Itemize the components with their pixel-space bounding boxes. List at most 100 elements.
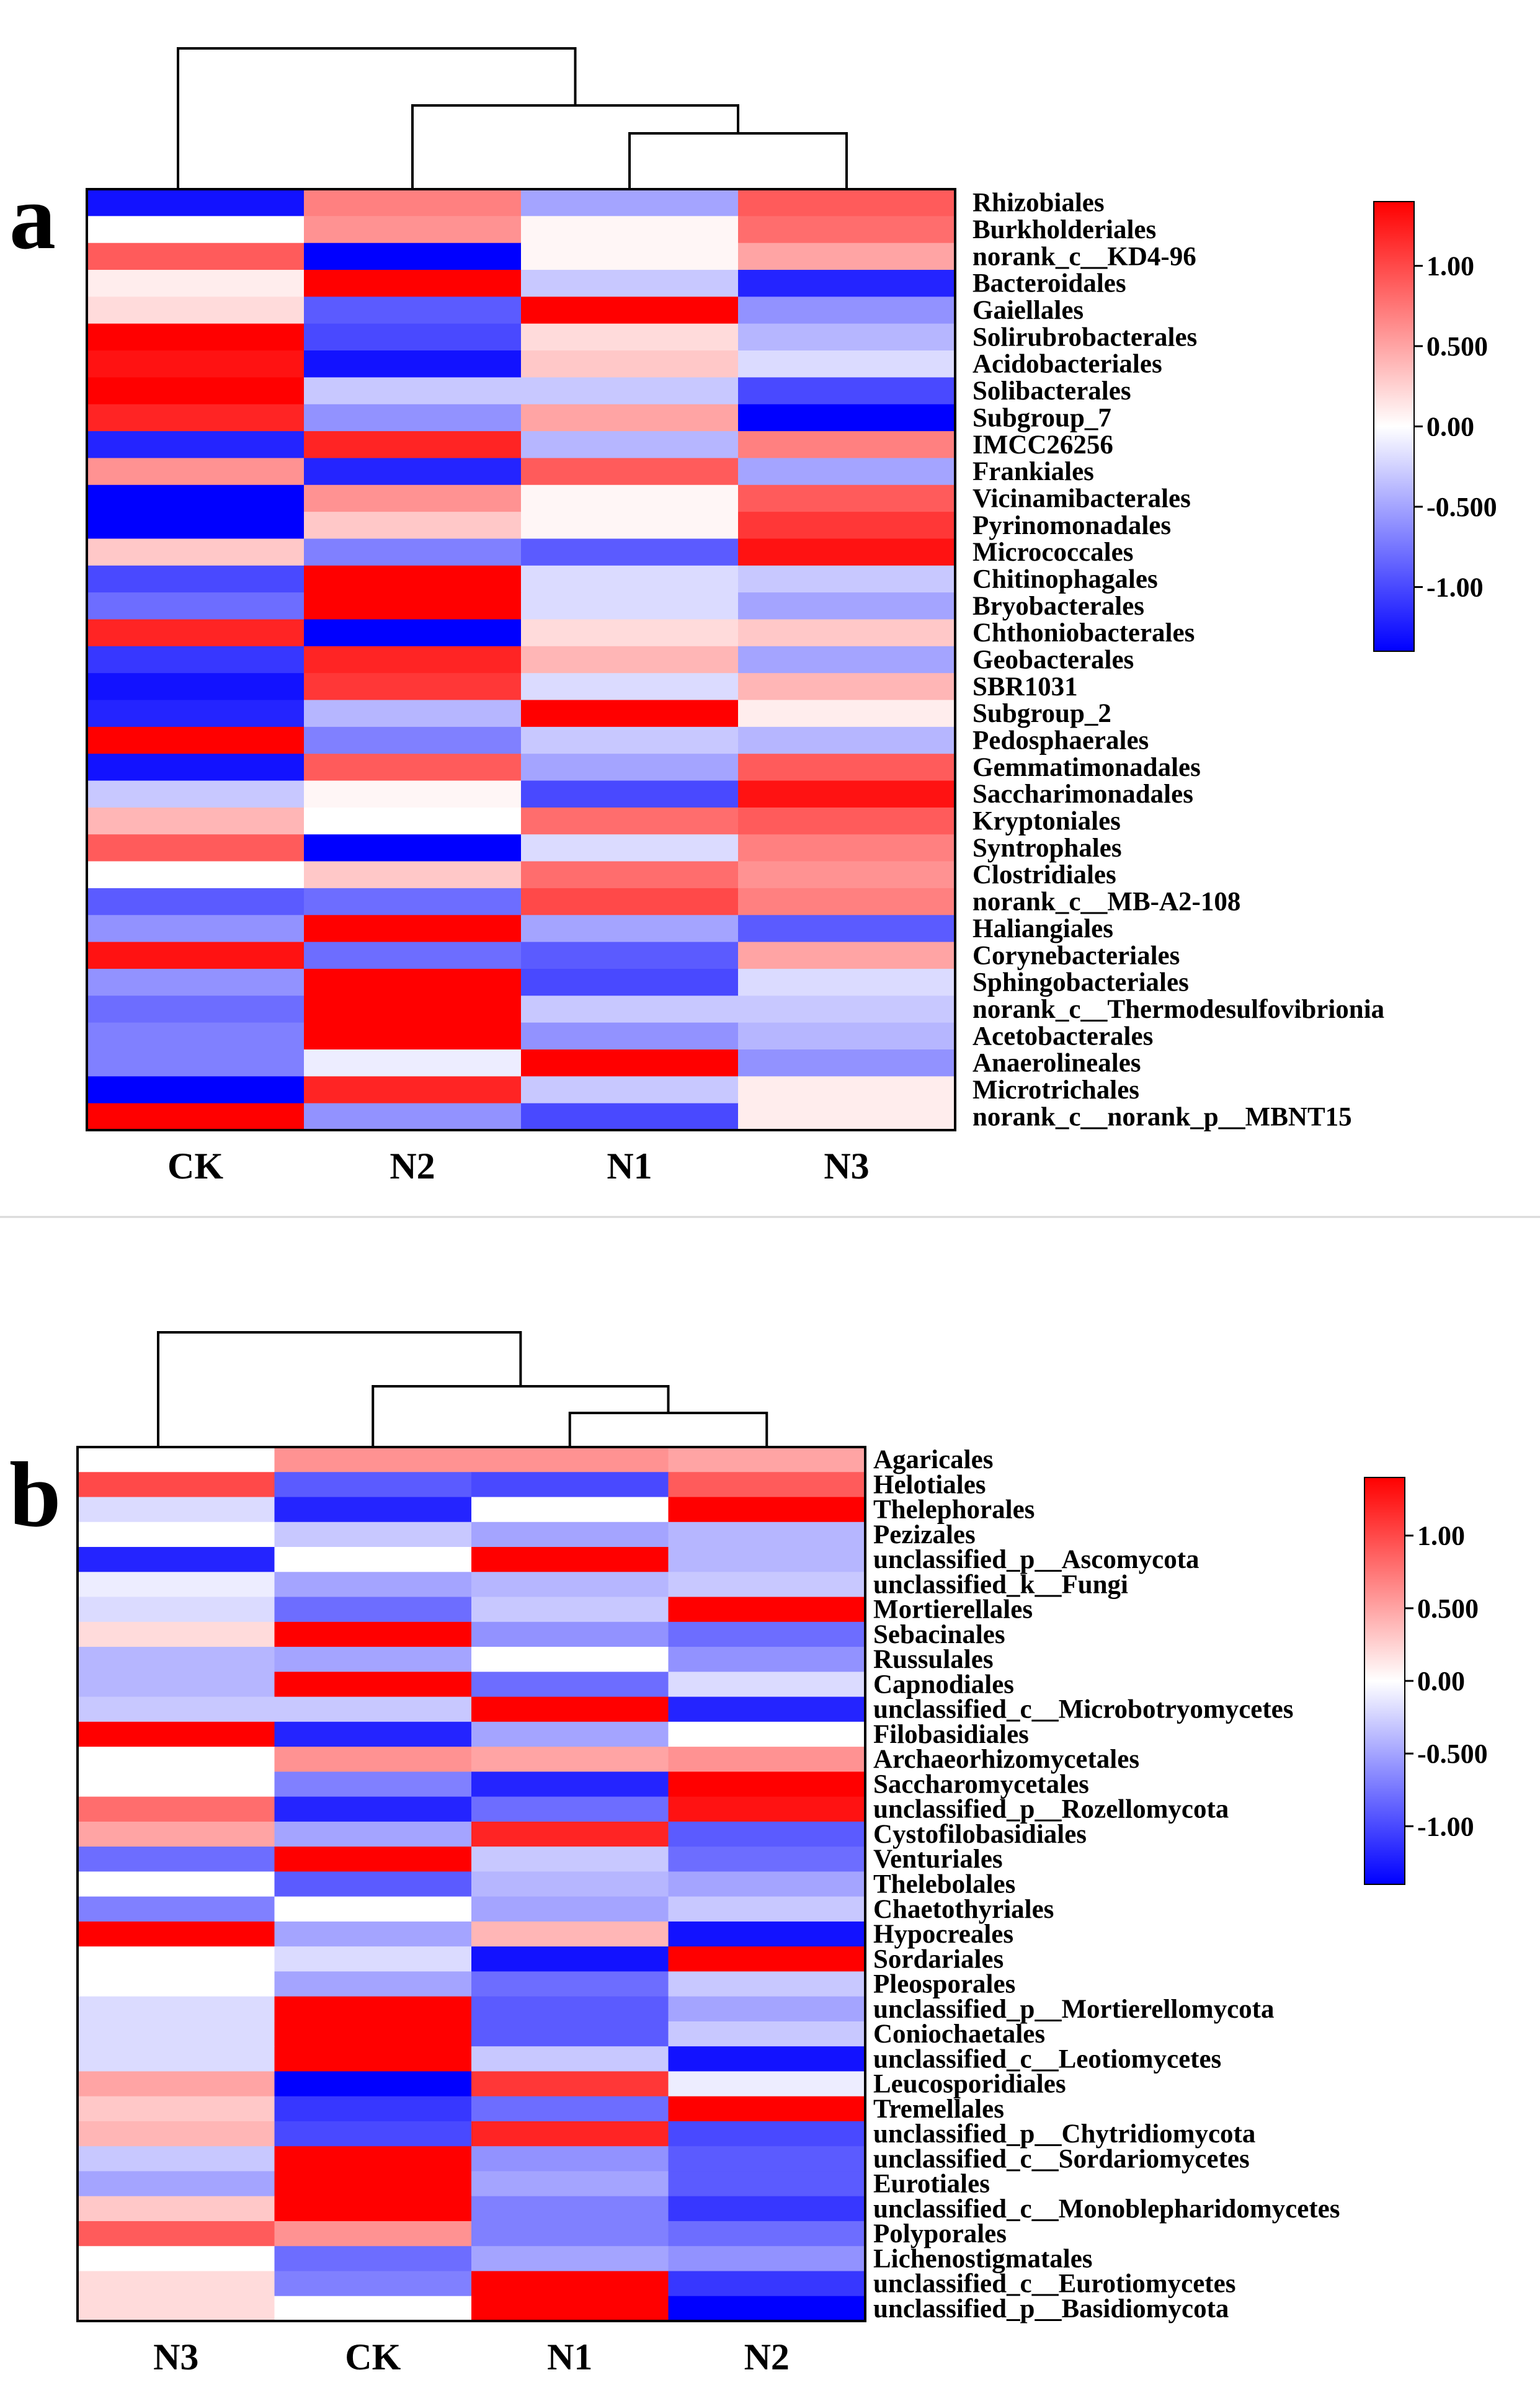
heatmap-cell [87, 458, 305, 486]
heatmap-cell [304, 646, 522, 674]
heatmap-cell [471, 2096, 669, 2122]
heatmap-cell [87, 646, 305, 674]
heatmap-cell [274, 1747, 472, 1772]
heatmap-cell [521, 377, 739, 405]
row-label: Geobacterales [973, 646, 1134, 675]
heatmap-cell [78, 2296, 275, 2322]
heatmap-cell [668, 1821, 866, 1847]
heatmap-cell [471, 1647, 669, 1672]
heatmap-cell [274, 1672, 472, 1698]
heatmap-cell [471, 2021, 669, 2047]
heatmap-cell [738, 673, 956, 701]
colorbar-tick-label: -1.00 [1427, 572, 1484, 602]
row-label: Venturiales [873, 1845, 1003, 1874]
heatmap-cell [521, 1076, 739, 1104]
heatmap-cell [87, 512, 305, 540]
heatmap-cell [521, 968, 739, 996]
heatmap-cell [521, 404, 739, 432]
heatmap-cell [668, 1896, 866, 1922]
heatmap-cell [78, 2271, 275, 2297]
heatmap-cell [521, 807, 739, 835]
heatmap-cell [274, 1547, 472, 1572]
heatmap-cell [304, 807, 522, 835]
heatmap-cell [471, 1696, 669, 1722]
row-label: Archaeorhizomycetales [873, 1745, 1139, 1774]
heatmap-cell [471, 1472, 669, 1498]
row-label: Chaetothyriales [873, 1895, 1054, 1924]
heatmap-cell [87, 404, 305, 432]
heatmap-cell [78, 1946, 275, 1972]
heatmap-cell [304, 431, 522, 459]
heatmap-cell [304, 270, 522, 297]
heatmap-cell [471, 2246, 669, 2272]
heatmap-cell [668, 1871, 866, 1897]
heatmap-cell [274, 1521, 472, 1548]
heatmap-panel-a: RhizobialesBurkholderialesnorank_c__KD4-… [9, 47, 1497, 1187]
heatmap-cell [78, 2021, 275, 2047]
heatmap-cell [87, 592, 305, 620]
panel-label: a [9, 166, 56, 269]
heatmap-cell [87, 700, 305, 728]
heatmap-cell [738, 243, 956, 270]
heatmap-cell [274, 1996, 472, 2022]
heatmap-cell [87, 189, 305, 216]
heatmap-cell [304, 458, 522, 486]
heatmap-cell [471, 2121, 669, 2147]
heatmap-cell [87, 1022, 305, 1050]
row-label: SBR1031 [973, 672, 1078, 702]
heatmap-cell [521, 458, 739, 486]
column-label: N3 [824, 1146, 869, 1187]
heatmap-cell [274, 1721, 472, 1747]
heatmap-cell [521, 700, 739, 728]
column-label: N2 [744, 2337, 790, 2377]
heatmap-cell [521, 565, 739, 593]
heatmap-cell [87, 968, 305, 996]
heatmap-cell [304, 888, 522, 916]
row-label: Corynebacteriales [973, 941, 1180, 970]
heatmap-cell [87, 296, 305, 324]
row-label: Clostridiales [973, 860, 1116, 889]
heatmap-cell [668, 2046, 866, 2072]
heatmap-cell [78, 1696, 275, 1722]
heatmap-cell [274, 1696, 472, 1722]
row-label: Vicinamibacterales [973, 484, 1191, 513]
heatmap-cell [304, 592, 522, 620]
heatmap-cell [87, 323, 305, 351]
panel-label: b [9, 1443, 61, 1546]
heatmap-cell [738, 1103, 956, 1131]
heatmap-cell [668, 1521, 866, 1548]
heatmap-cell [304, 296, 522, 324]
heatmap-cell [738, 377, 956, 405]
heatmap-cell [471, 1847, 669, 1872]
heatmap-cell [78, 1497, 275, 1523]
heatmap-cell [521, 512, 739, 540]
row-label: Pedosphaerales [973, 726, 1149, 755]
heatmap-cell [738, 484, 956, 512]
heatmap-cell [304, 780, 522, 808]
heatmap-cell [521, 915, 739, 943]
heatmap-cell [738, 270, 956, 297]
row-label: Anaerolineales [973, 1049, 1141, 1078]
row-label: Chitinophagales [973, 564, 1158, 594]
heatmap-cell [471, 2146, 669, 2172]
row-label: Capnodiales [873, 1670, 1014, 1699]
heatmap-cell [521, 673, 739, 701]
heatmap-cell [668, 1721, 866, 1747]
heatmap-cell [521, 861, 739, 889]
heatmap-cell [274, 1821, 472, 1847]
row-label: Bacteroidales [973, 269, 1126, 298]
heatmap-cell [78, 1896, 275, 1922]
heatmap-cell [668, 1647, 866, 1672]
heatmap-cell [521, 780, 739, 808]
heatmap-cell [471, 2046, 669, 2072]
row-label: Rhizobiales [973, 189, 1105, 218]
heatmap-cell [87, 484, 305, 512]
row-label: Saccharimonadales [973, 780, 1193, 809]
dendrogram [157, 1331, 768, 1447]
heatmap-cell [668, 2196, 866, 2222]
heatmap-cell [738, 404, 956, 432]
row-label: Polyporales [873, 2219, 1007, 2248]
row-label: Coniochaetales [873, 2020, 1045, 2049]
row-label: unclassified_p__Rozellomycota [873, 1795, 1229, 1824]
heatmap-cell [521, 726, 739, 754]
